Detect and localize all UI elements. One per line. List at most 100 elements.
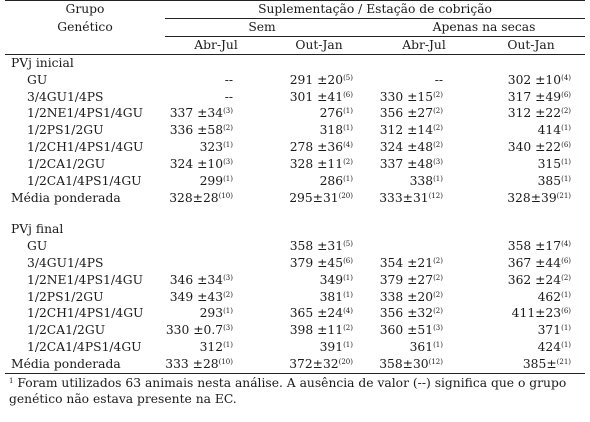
cell-out-jan-secas-n: (6) [561,141,572,150]
cell-out-jan-secas-value: 424 [537,340,562,355]
cell-abr-jul-sem-n: (3) [223,158,233,167]
cell-out-jan-sem: 365 ±24(4) [267,305,371,322]
cell-out-jan-sem-n: (1) [343,341,353,350]
cell-out-jan-secas-value: 462 [537,289,562,304]
cell-out-jan-secas-n: (6) [561,256,572,265]
header-apenas: Apenas na secas [371,18,586,37]
cell-abr-jul-secas-value: 324 ±48 [379,140,434,155]
table-row: 1/2NE1/4PS1/4GU 346 ±34(3) 349(1) 379 ±27(2… [5,272,585,289]
section-spacer [5,207,585,221]
cell-out-jan-sem-n: (1) [343,290,353,299]
cell-out-jan-sem-n: (2) [343,158,353,167]
cell-abr-jul-secas-value: -- [434,72,443,87]
weighted-average-cell: 328±39(21) [477,190,585,207]
cell-abr-jul-sem-value: 330 ±0.7 [165,323,224,338]
header-group-line1: Grupo [5,0,165,19]
table-row: 1/2CH1/4PS1/4GU 323(1) 278 ±36(4) 324 ±48(2… [5,139,585,156]
cell-out-jan-secas: 371(1) [477,322,585,339]
header-sem: Sem [165,18,371,37]
weighted-average-cell: 385±(21) [477,356,586,375]
cell-out-jan-sem-n: (1) [343,273,353,282]
cell-out-jan-sem: 301 ±41(6) [267,89,371,106]
cell-out-jan-sem: 278 ±36(4) [267,139,371,156]
cell-abr-jul-sem-value: 299 [199,174,224,189]
cell-abr-jul-sem-value: 323 [199,140,224,155]
cell-out-jan-secas: 340 ±22(6) [477,139,585,156]
cell-abr-jul-sem-value: -- [224,72,233,87]
cell-out-jan-sem-value: 381 [319,289,344,304]
cell-abr-jul-secas-n: (2) [433,90,443,99]
cell-abr-jul-sem-n: (2) [223,290,233,299]
cell-out-jan-secas: 358 ±17(4) [477,238,585,255]
weighted-average-cell-n: (20) [338,358,353,367]
cell-out-jan-secas: 411±23(6) [477,305,585,322]
cell-out-jan-sem-n: (5) [343,73,353,82]
table-row: 3/4GU1/4PS 379 ±45(6) 354 ±21(2) 367 ±44(6) [5,255,585,272]
cell-out-jan-secas: 362 ±24(2) [477,272,585,289]
cell-out-jan-sem-n: (2) [343,324,353,333]
cell-abr-jul-secas [371,238,477,255]
cell-abr-jul-secas: 356 ±32(2) [371,305,477,322]
cell-abr-jul-sem [165,238,267,255]
weighted-average-cell-n: (20) [338,191,353,200]
weighted-average-cell-n: (10) [218,191,233,200]
cell-out-jan-sem-n: (1) [343,124,353,133]
table-row: 1/2CA1/4PS1/4GU 299(1) 286(1) 338(1) 385(1) [5,173,585,190]
weighted-average-cell-n: (21) [556,358,572,367]
row-label: 3/4GU1/4PS [27,255,104,270]
header-abr-jul-1: Abr-Jul [165,36,267,55]
table-row: 1/2PS1/2GU 336 ±58(2) 318(1) 312 ±14(2) 414(… [5,122,585,139]
table-row: 1/2CA1/2GU 330 ±0.7(3) 398 ±11(2) 360 ±51(3… [5,322,585,339]
cell-out-jan-secas-n: (1) [561,324,572,333]
cell-abr-jul-secas-value: 360 ±51 [379,323,434,338]
cell-out-jan-sem-value: 398 ±11 [289,323,344,338]
cell-out-jan-sem-value: 286 [319,174,344,189]
cell-out-jan-sem-n: (5) [343,239,353,248]
cell-out-jan-sem-value: 379 ±45 [289,255,344,270]
cell-abr-jul-secas: 324 ±48(2) [371,139,477,156]
cell-abr-jul-secas-value: 338 ±20 [379,289,434,304]
cell-out-jan-secas: 462(1) [477,289,585,306]
weighted-average-cell-value: 358±30 [379,357,429,372]
cell-abr-jul-secas-n: (2) [433,256,443,265]
footnote-text: Foram utilizados 63 animais nesta anális… [9,376,567,407]
cell-out-jan-secas-n: (2) [561,273,572,282]
cell-abr-jul-sem-value: 346 ±34 [169,272,224,287]
cell-abr-jul-sem-n: (1) [223,307,233,316]
weighted-average-cell: 372±32(20) [267,356,371,375]
cell-abr-jul-secas-n: (1) [433,341,443,350]
cell-abr-jul-sem-value: 336 ±58 [169,123,224,138]
cell-abr-jul-secas-n: (3) [433,324,443,333]
cell-out-jan-secas-n: (1) [561,175,572,184]
cell-abr-jul-secas-value: 312 ±14 [379,123,434,138]
cell-out-jan-secas-value: 362 ±24 [507,272,562,287]
weighted-average-cell-value: 328±28 [169,190,219,205]
cell-out-jan-secas: 317 ±49(6) [477,89,585,106]
cell-out-jan-sem: 349(1) [267,272,371,289]
row-label: 1/2CA1/2GU [27,323,106,338]
cell-abr-jul-sem-n: (1) [223,341,233,350]
weighted-average-cell-n: (12) [428,191,443,200]
cell-abr-jul-sem-value: 324 ±10 [169,157,224,172]
cell-out-jan-sem-n: (6) [343,90,353,99]
cell-abr-jul-secas-value: 361 [409,340,434,355]
cell-out-jan-secas: 414(1) [477,122,585,139]
data-table: Grupo Suplementação / Estação de cobriçã… [5,0,586,375]
cell-abr-jul-sem-n: (2) [223,124,233,133]
weighted-average-cell-n: (21) [556,191,572,200]
cell-abr-jul-secas: 379 ±27(2) [371,272,477,289]
cell-abr-jul-sem-n: (1) [223,175,233,184]
weighted-average-row: Média ponderada 328±28(10) 295±31(20) 333±3… [5,190,585,207]
table-row: 1/2NE1/4PS1/4GU 337 ±34(3) 276(1) 356 ±27(2… [5,105,585,122]
cell-abr-jul-secas-n: (2) [433,124,443,133]
weighted-average-cell: 328±28(10) [165,190,267,207]
cell-abr-jul-secas-value: 338 [409,174,434,189]
cell-abr-jul-sem-n: (1) [223,141,233,150]
table-figure: Grupo Suplementação / Estação de cobriçã… [5,0,586,407]
cell-out-jan-sem-n: (4) [343,307,353,316]
cell-out-jan-secas-n: (4) [561,73,572,82]
cell-abr-jul-secas-value: 337 ±48 [379,157,434,172]
cell-abr-jul-sem: 346 ±34(3) [165,272,267,289]
cell-out-jan-sem-value: 358 ±31 [289,238,344,253]
section-title-row: PVj final [5,221,585,238]
